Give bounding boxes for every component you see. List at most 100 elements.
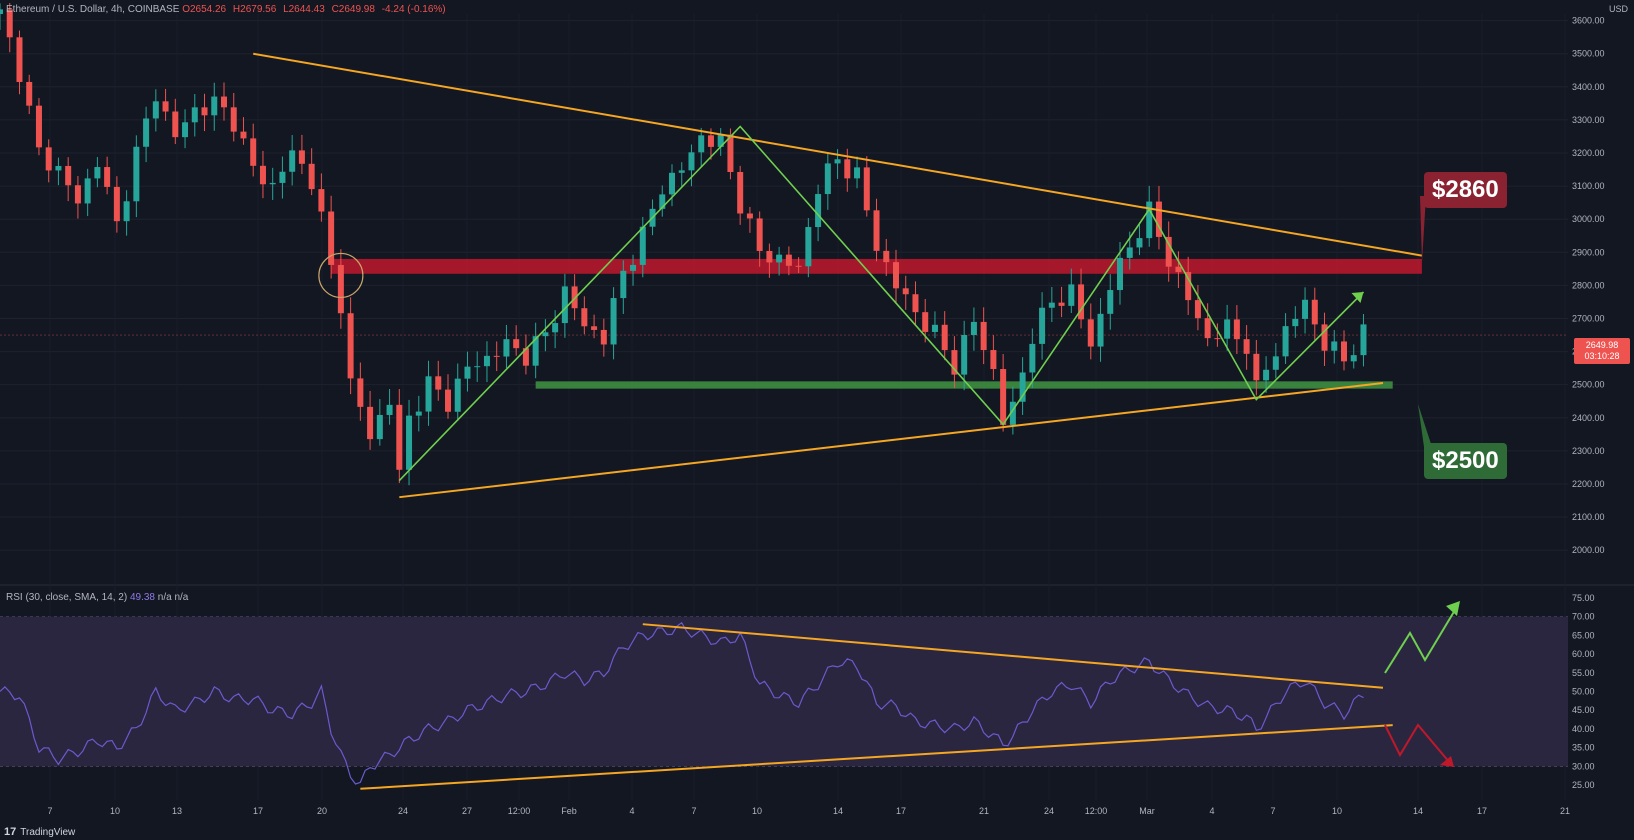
- candle-body: [678, 170, 685, 173]
- candle-body: [259, 165, 266, 185]
- price-tick-label: 3100.00: [1572, 181, 1605, 191]
- candle-body: [854, 167, 861, 179]
- last-price-countdown: 03:10:28: [1584, 351, 1620, 361]
- price-tick-label: 2700.00: [1572, 313, 1605, 323]
- rsi-band: [0, 616, 1568, 767]
- brand-label[interactable]: TradingView: [20, 826, 76, 838]
- time-tick-label: 13: [172, 806, 182, 816]
- candle-body: [805, 227, 812, 267]
- support-badge: $2500: [1424, 443, 1507, 479]
- candle-body: [1155, 201, 1162, 237]
- candle-body: [1185, 272, 1192, 301]
- candle-body: [172, 111, 179, 138]
- candle-body: [230, 107, 237, 132]
- zigzag-arrow-head: [1351, 292, 1364, 303]
- candle-body: [815, 194, 822, 228]
- candle-body: [1087, 319, 1094, 347]
- candle-body: [561, 286, 568, 324]
- candle-body: [191, 107, 198, 123]
- candle-body: [376, 414, 383, 440]
- candle-body: [542, 332, 549, 337]
- candle-body: [1009, 401, 1016, 425]
- time-tick-label: 7: [47, 806, 52, 816]
- rsi-tick-label: 30.00: [1572, 761, 1595, 771]
- candle-body: [415, 411, 422, 416]
- candle-body: [522, 348, 529, 366]
- time-tick-label: 12:00: [508, 806, 531, 816]
- candle-body: [308, 163, 315, 190]
- candle-body: [493, 355, 500, 357]
- time-tick-label: 7: [1270, 806, 1275, 816]
- rsi-upper-trendline: [642, 623, 1384, 689]
- close-value: C2649.98: [331, 4, 375, 15]
- candle-body: [766, 250, 773, 263]
- rsi-extra: n/a n/a: [157, 592, 189, 603]
- candle-body: [1039, 307, 1046, 344]
- rsi-label: RSI (30, close, SMA, 14, 2): [6, 592, 128, 603]
- candle-body: [357, 378, 364, 407]
- candle-body: [289, 150, 296, 172]
- candle-body: [240, 131, 247, 139]
- time-tick-label: 17: [896, 806, 906, 816]
- candle-body: [532, 336, 539, 366]
- price-tick-label: 3300.00: [1572, 115, 1605, 125]
- candle-body: [74, 185, 81, 204]
- time-tick-label: 17: [253, 806, 263, 816]
- rsi-bull-path: [1384, 604, 1459, 674]
- candle-body: [698, 135, 705, 153]
- candle-body: [104, 167, 111, 187]
- candle-body: [951, 350, 958, 375]
- candle-body: [35, 105, 42, 148]
- candle-body: [1360, 324, 1367, 356]
- candle-body: [1000, 369, 1007, 425]
- time-tick-label: 21: [1560, 806, 1570, 816]
- candle-body: [6, 9, 13, 38]
- candle-body: [776, 254, 783, 263]
- candle-body: [1263, 369, 1270, 381]
- candle-body: [152, 101, 159, 119]
- candle-body: [133, 146, 140, 202]
- price-tick-label: 2000.00: [1572, 545, 1605, 555]
- candle-body: [824, 163, 831, 195]
- rsi-line: [0, 621, 1364, 785]
- candle-body: [1341, 341, 1347, 362]
- candle-body: [970, 321, 977, 335]
- tradingview-logo-icon[interactable]: 17: [4, 826, 17, 838]
- support-badge-pointer: [1418, 404, 1432, 447]
- candle-body: [756, 218, 763, 251]
- candle-body: [269, 182, 276, 185]
- candle-body: [961, 334, 968, 375]
- candle-body: [717, 134, 724, 147]
- time-tick-label: 7: [691, 806, 696, 816]
- price-tick-label: 2100.00: [1572, 512, 1605, 522]
- candle-body: [1311, 299, 1318, 325]
- time-tick-label: 4: [629, 806, 634, 816]
- candle-body: [474, 366, 481, 368]
- time-tick-label: Feb: [561, 806, 577, 816]
- rsi-tick-label: 35.00: [1572, 743, 1595, 753]
- candle-body: [727, 134, 734, 173]
- candle-body: [912, 294, 919, 313]
- candle-body: [1350, 355, 1357, 362]
- symbol-label: Ethereum / U.S. Dollar, 4h, COINBASE: [6, 4, 180, 15]
- candle-body: [795, 265, 802, 267]
- candle-body: [922, 312, 929, 332]
- candle-body: [347, 313, 354, 379]
- candle-body: [435, 376, 442, 390]
- candle-body: [1282, 326, 1289, 357]
- rsi-tick-label: 55.00: [1572, 668, 1595, 678]
- candle-body: [1068, 284, 1075, 306]
- candle-body: [454, 378, 461, 412]
- price-tick-label: 2500.00: [1572, 380, 1605, 390]
- candle-body: [1292, 318, 1299, 327]
- candle-body: [844, 159, 851, 179]
- candle-body: [1058, 302, 1065, 306]
- low-value: L2644.43: [283, 4, 325, 15]
- candle-body: [1117, 257, 1123, 291]
- candle-body: [94, 167, 101, 179]
- candle-body: [1126, 247, 1133, 258]
- chart-header: Ethereum / U.S. Dollar, 4h, COINBASE O26…: [6, 4, 450, 15]
- candle-body: [863, 167, 870, 211]
- candle-body: [55, 165, 62, 171]
